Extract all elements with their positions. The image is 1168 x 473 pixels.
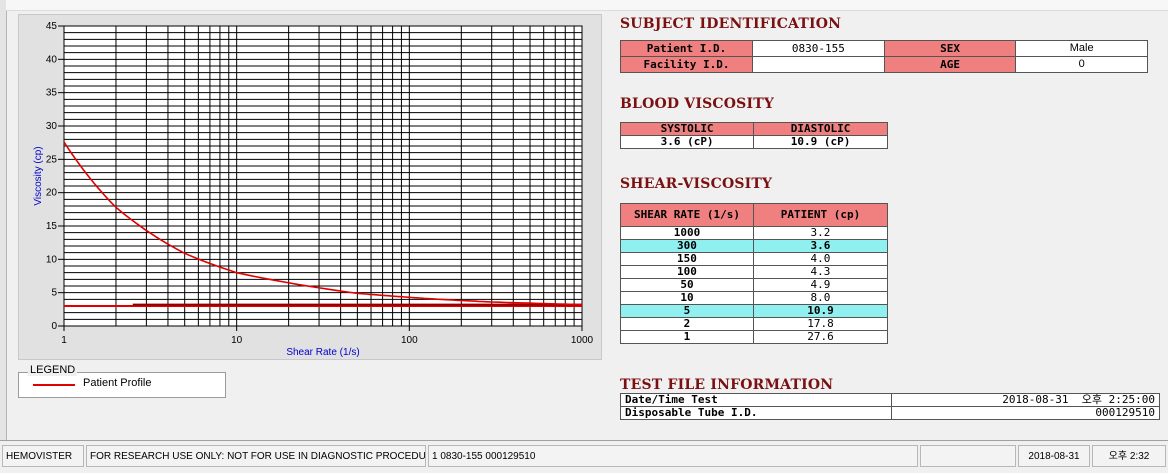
y-axis-label: Viscosity (cp): [33, 146, 44, 205]
status-research-notice: FOR RESEARCH USE ONLY: NOT FOR USE IN DI…: [86, 445, 426, 467]
blood-viscosity-table: SYSTOLIC DIASTOLIC 3.6 (cP) 10.9 (cP): [619, 122, 888, 149]
legend-title: LEGEND: [28, 364, 78, 376]
systolic-label: SYSTOLIC: [619, 122, 755, 136]
age-value[interactable]: 0: [1015, 56, 1148, 73]
shear-rate-cell: 10: [620, 291, 754, 305]
shear-row: 100 4.3: [620, 265, 889, 279]
systolic-value: 3.6 (cP): [619, 135, 755, 149]
patient-cp-column-header: PATIENT (cp): [752, 203, 889, 227]
viscosity-chart: 0 5 10 15 20 25 30 35 40 45 1 10 100 1000 Shear Rate (…: [33, 21, 594, 358]
window-left-edge: [0, 0, 7, 440]
subject-identification-title: SUBJECT IDENTIFICATION: [620, 16, 842, 32]
shear-rate-cell: 50: [620, 278, 754, 292]
blood-viscosity-title: BLOOD VISCOSITY: [620, 96, 775, 112]
y-tick-label: 35: [46, 88, 58, 99]
tube-id-value: 000129510: [891, 406, 1160, 420]
plot-area: [63, 25, 583, 327]
y-tick-label: 45: [46, 21, 58, 32]
y-tick-label: 10: [46, 254, 58, 265]
shear-row: 5 10.9: [620, 304, 889, 318]
sex-label: SEX: [883, 40, 1017, 57]
sex-value[interactable]: Male: [1015, 40, 1148, 57]
status-bar: HEMOVISTER FOR RESEARCH USE ONLY: NOT FO…: [0, 440, 1168, 473]
facility-id-label: Facility I.D.: [619, 56, 754, 73]
shear-rate-column-header: SHEAR RATE (1/s): [620, 203, 754, 227]
subject-table: Patient I.D. 0830-155 SEX Male Facility …: [619, 40, 1148, 73]
y-tick-label: 40: [46, 54, 58, 65]
patient-viscosity-cell: 4.9: [752, 278, 889, 292]
shear-rate-cell: 1000: [620, 226, 754, 240]
shear-row: 1 27.6: [620, 330, 889, 344]
series-line-patient-profile: [63, 141, 583, 306]
facility-id-value[interactable]: [752, 56, 885, 73]
shear-rate-cell: 100: [620, 265, 754, 279]
shear-row: 50 4.9: [620, 278, 889, 292]
patient-viscosity-cell: 4.3: [752, 265, 889, 279]
patient-viscosity-cell: 4.0: [752, 252, 889, 266]
shear-rate-cell: 2: [620, 317, 754, 331]
x-tick-label: 1000: [571, 335, 594, 346]
shear-viscosity-rows: 1000 3.2 300 3.6 150 4.0 100 4.3 50 4.9 10 8.0 5 10.9…: [620, 226, 889, 344]
x-tick-label: 100: [401, 335, 418, 346]
patient-viscosity-cell: 3.2: [752, 226, 889, 240]
status-date: 2018-08-31: [1018, 445, 1090, 467]
datetime-label: Date/Time Test: [620, 393, 892, 407]
y-tick-label: 5: [51, 288, 57, 299]
test-file-table: Date/Time Test 2018-08-31 오후 2:25:00 Dis…: [620, 393, 1160, 420]
legend-box: Patient Profile: [18, 372, 226, 398]
shear-row: 1000 3.2: [620, 226, 889, 240]
shear-rate-cell: 150: [620, 252, 754, 266]
status-empty-cell: [920, 445, 1016, 467]
shear-rate-cell: 5: [620, 304, 754, 318]
y-tick-label: 25: [46, 154, 58, 165]
datetime-value: 2018-08-31 오후 2:25:00: [891, 393, 1160, 407]
y-tick-label: 20: [46, 188, 58, 199]
test-file-information-title: TEST FILE INFORMATION: [620, 377, 834, 393]
age-label: AGE: [883, 56, 1017, 73]
patient-viscosity-cell: 17.8: [752, 317, 889, 331]
shear-rate-cell: 300: [620, 239, 754, 253]
patient-viscosity-cell: 27.6: [752, 330, 889, 344]
status-record-info: 1 0830-155 000129510: [428, 445, 918, 467]
y-tick-label: 0: [51, 321, 57, 332]
shear-row: 300 3.6: [620, 239, 889, 253]
y-tick-label: 30: [46, 121, 58, 132]
legend-label-patient-profile: Patient Profile: [83, 377, 152, 389]
shear-rate-cell: 1: [620, 330, 754, 344]
y-tick-label: 15: [46, 221, 58, 232]
patient-viscosity-cell: 10.9: [752, 304, 889, 318]
shear-row: 10 8.0: [620, 291, 889, 305]
status-app-name: HEMOVISTER: [2, 445, 84, 467]
viscosity-chart-panel: 0 5 10 15 20 25 30 35 40 45 1 10 100 1000 Shear Rate (…: [18, 14, 602, 360]
patient-id-value[interactable]: 0830-155: [752, 40, 885, 57]
x-tick-label: 10: [231, 335, 243, 346]
window-top-strip: [6, 0, 1168, 11]
status-time: 오후 2:32: [1092, 445, 1166, 467]
diastolic-value: 10.9 (cP): [753, 135, 888, 149]
legend-swatch-patient-profile: [33, 384, 75, 386]
x-tick-label: 1: [61, 335, 67, 346]
shear-viscosity-title: SHEAR-VISCOSITY: [620, 176, 773, 192]
patient-id-label: Patient I.D.: [619, 40, 754, 57]
patient-viscosity-cell: 3.6: [752, 239, 889, 253]
tube-id-label: Disposable Tube I.D.: [620, 406, 892, 420]
shear-row: 150 4.0: [620, 252, 889, 266]
x-axis-label: Shear Rate (1/s): [286, 347, 359, 358]
diastolic-label: DIASTOLIC: [753, 122, 888, 136]
shear-row: 2 17.8: [620, 317, 889, 331]
shear-viscosity-table: SHEAR RATE (1/s) PATIENT (cp) 1000 3.2 300…: [620, 203, 889, 344]
patient-viscosity-cell: 8.0: [752, 291, 889, 305]
